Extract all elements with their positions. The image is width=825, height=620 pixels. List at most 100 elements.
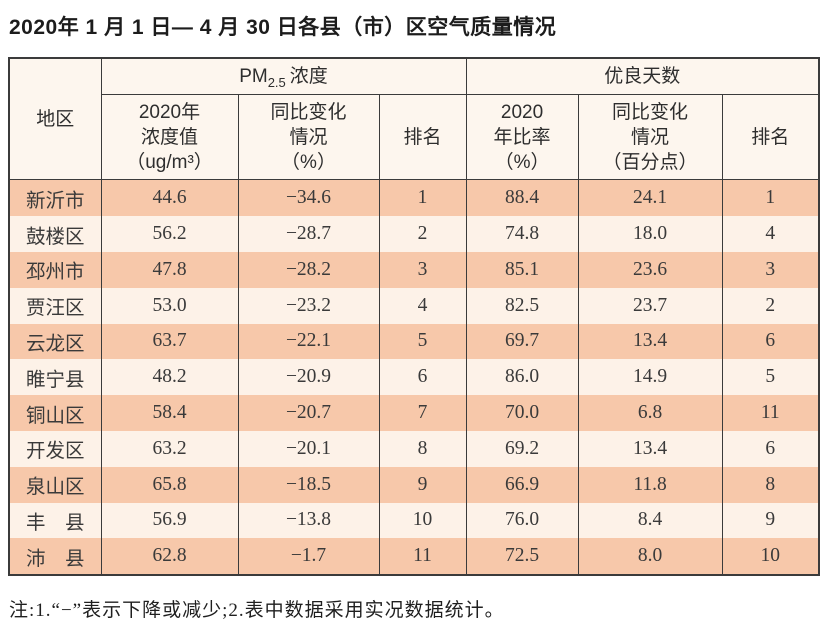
pm-change-cell: −1.7 [237,538,380,576]
pm-rank-cell: 11 [378,538,467,576]
days-change-cell: 13.4 [577,430,723,467]
column-header-pm-value: 2020年 浓度值 （ug/m³） [100,94,239,181]
days-change-cell: 18.0 [577,216,723,252]
pm-rank-cell: 6 [378,359,467,396]
pm-value-cell: 56.9 [100,502,239,539]
pm-rank-cell: 7 [378,395,467,431]
pm-rank-cell: 2 [378,216,467,252]
pm-change-cell: −23.2 [237,287,380,324]
region-cell: 邳州市 [8,251,102,288]
days-rate-cell: 88.4 [465,179,579,217]
group-header-good-days: 优良天数 [465,58,820,96]
region-cell: 泉山区 [8,466,102,503]
table-row: 云龙区 63.7 −22.1 5 69.7 13.4 6 [8,323,820,360]
column-header-region: 地区 [8,58,102,181]
pm-rank-cell: 8 [378,430,467,467]
page-title: 2020年 1 月 1 日— 4 月 30 日各县（市）区空气质量情况 [9,16,557,39]
days-rate-cell: 85.1 [465,251,579,288]
pm-value-cell: 65.8 [100,466,239,503]
days-rank-cell: 6 [721,430,820,467]
pm-value-cell: 58.4 [100,395,239,431]
days-change-cell: 6.8 [577,395,723,431]
region-cell: 铜山区 [8,395,102,431]
table-body: 新沂市 44.6 −34.6 1 88.4 24.1 1 鼓楼区 56.2 −2… [8,179,820,576]
region-cell: 新沂市 [8,179,102,217]
days-rate-cell: 72.5 [465,538,579,576]
pm-rank-cell: 5 [378,323,467,360]
table-row: 邳州市 47.8 −28.2 3 85.1 23.6 3 [8,251,820,288]
pm-rank-cell: 10 [378,502,467,539]
table-header: 地区 PM2.5 浓度 优良天数 2020年 浓度值 （ug/m³） 同比变化 情… [8,58,820,181]
days-rank-cell: 3 [721,251,820,288]
pm-value-cell: 63.7 [100,323,239,360]
pm-rank-cell: 1 [378,179,467,217]
group-header-pm25: PM2.5 浓度 [100,58,467,96]
group-header-row: 地区 PM2.5 浓度 优良天数 [8,58,820,181]
days-rank-cell: 4 [721,216,820,252]
days-change-cell: 8.4 [577,502,723,539]
pm-change-cell: −20.7 [237,395,380,431]
region-cell: 贾汪区 [8,287,102,324]
region-cell: 沛 县 [8,538,102,576]
days-rate-cell: 74.8 [465,216,579,252]
days-change-cell: 11.8 [577,466,723,503]
days-rate-cell: 76.0 [465,502,579,539]
page: 2020年 1 月 1 日— 4 月 30 日各县（市）区空气质量情况 地区 P… [0,13,825,620]
days-rate-cell: 86.0 [465,359,579,396]
days-change-cell: 13.4 [577,323,723,360]
pm-rank-cell: 4 [378,287,467,324]
region-cell: 丰 县 [8,502,102,539]
days-change-cell: 23.6 [577,251,723,288]
pm-change-cell: −34.6 [237,179,380,217]
days-rate-cell: 82.5 [465,287,579,324]
pm-value-cell: 63.2 [100,430,239,467]
pm-rank-cell: 9 [378,466,467,503]
pm-value-cell: 44.6 [100,179,239,217]
days-rank-cell: 1 [721,179,820,217]
footnote: 注:1.“−”表示下降或减少;2.表中数据采用实况数据统计。 [9,600,505,620]
air-quality-table: 地区 PM2.5 浓度 优良天数 2020年 浓度值 （ug/m³） 同比变化 情… [8,57,821,577]
pm-rank-cell: 3 [378,251,467,288]
pm25-label-suffix: 浓度 [289,66,328,88]
pm25-label-prefix: PM [239,66,268,88]
days-rate-cell: 70.0 [465,395,579,431]
pm-value-cell: 47.8 [100,251,239,288]
days-change-cell: 24.1 [577,179,723,217]
pm-change-cell: −28.7 [237,216,380,252]
pm-value-cell: 56.2 [100,216,239,252]
pm-change-cell: −20.9 [237,359,380,396]
pm-change-cell: −13.8 [237,502,380,539]
days-rank-cell: 8 [721,466,820,503]
days-rate-cell: 66.9 [465,466,579,503]
pm-value-cell: 48.2 [100,359,239,396]
days-change-cell: 14.9 [577,359,723,396]
sub-header-row: 2020年 浓度值 （ug/m³） 同比变化 情况 （%） 排名 2020 年比… [9,94,820,181]
region-cell: 鼓楼区 [8,216,102,252]
region-cell: 开发区 [8,430,102,467]
table-row: 沛 县 62.8 −1.7 11 72.5 8.0 10 [8,538,820,576]
region-cell: 睢宁县 [8,359,102,396]
column-header-days-rank: 排名 [721,94,820,181]
pm-value-cell: 53.0 [100,287,239,324]
pm25-subscript: 2.5 [267,75,286,91]
pm-change-cell: −22.1 [237,323,380,360]
days-rank-cell: 10 [721,538,820,576]
table-row: 鼓楼区 56.2 −28.7 2 74.8 18.0 4 [8,216,820,252]
days-rate-cell: 69.7 [465,323,579,360]
region-cell: 云龙区 [8,323,102,360]
pm-change-cell: −28.2 [237,251,380,288]
table-row: 铜山区 58.4 −20.7 7 70.0 6.8 11 [8,395,820,431]
pm-value-cell: 62.8 [100,538,239,576]
table-row: 泉山区 65.8 −18.5 9 66.9 11.8 8 [8,466,820,503]
table-row: 睢宁县 48.2 −20.9 6 86.0 14.9 5 [8,359,820,396]
days-rank-cell: 5 [721,359,820,396]
days-rank-cell: 6 [721,323,820,360]
days-change-cell: 8.0 [577,538,723,576]
days-change-cell: 23.7 [577,287,723,324]
table-row: 丰 县 56.9 −13.8 10 76.0 8.4 9 [8,502,820,539]
pm-change-cell: −18.5 [237,466,380,503]
pm-change-cell: −20.1 [237,430,380,467]
days-rank-cell: 11 [721,395,820,431]
days-rank-cell: 2 [721,287,820,324]
days-rate-cell: 69.2 [465,430,579,467]
